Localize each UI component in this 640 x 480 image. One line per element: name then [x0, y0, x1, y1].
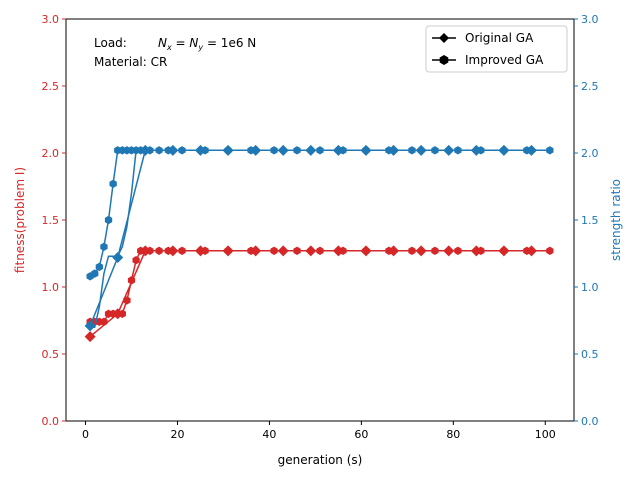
right-y-tick-label: 0.0 — [581, 415, 599, 428]
left-y-tick-label: 1.5 — [42, 214, 60, 227]
right-y-tick-label: 2.5 — [581, 80, 599, 93]
data-point-hexagon — [316, 146, 324, 155]
legend: Original GA Improved GA — [425, 25, 568, 73]
data-point-diamond — [84, 320, 96, 332]
data-point-hexagon — [270, 246, 278, 255]
x-tick-label: 100 — [535, 428, 556, 441]
data-point-hexagon — [127, 276, 136, 285]
data-point-hexagon — [164, 246, 172, 255]
data-point-hexagon — [500, 146, 508, 155]
data-point-hexagon — [339, 246, 347, 255]
data-point-hexagon — [178, 246, 186, 255]
annotation: Load: Nx = Ny = 1e6 N Material: CR — [94, 36, 256, 69]
load-label: Load: — [94, 36, 127, 50]
data-point-hexagon — [500, 246, 508, 255]
left-y-axis-ticks: 0.0 0.5 1.0 1.5 2.0 2.5 3.0 — [42, 13, 66, 428]
plot-frame — [65, 18, 575, 422]
data-point-hexagon — [546, 146, 554, 155]
data-point-hexagon — [408, 146, 416, 155]
data-point-hexagon — [523, 246, 531, 255]
right-y-tick-label: 2.0 — [581, 147, 599, 160]
x-axis-ticks: 0 20 40 60 80 100 — [82, 421, 556, 441]
data-point-diamond — [84, 331, 96, 343]
x-tick-label: 80 — [446, 428, 460, 441]
data-point-hexagon — [431, 146, 439, 155]
left-y-tick-label: 3.0 — [42, 13, 60, 26]
x-axis-label: generation (s) — [278, 453, 363, 467]
legend-label-original: Original GA — [465, 31, 534, 45]
series-layer — [84, 144, 554, 343]
data-point-hexagon — [454, 246, 462, 255]
data-point-hexagon — [247, 246, 255, 255]
data-point-hexagon — [385, 146, 393, 155]
data-point-hexagon — [362, 246, 370, 255]
data-point-hexagon — [123, 296, 131, 305]
right-y-tick-label: 0.5 — [581, 348, 599, 361]
data-point-hexagon — [408, 246, 416, 255]
data-point-hexagon — [477, 146, 485, 155]
legend-hexagon-marker — [439, 55, 449, 65]
data-point-hexagon — [132, 256, 140, 265]
data-point-hexagon — [224, 146, 232, 155]
right-y-tick-label: 1.0 — [581, 281, 599, 294]
data-point-hexagon — [109, 179, 117, 188]
load-formula: Nx = Ny = 1e6 N — [158, 36, 256, 52]
series-line-0 — [89, 250, 532, 338]
series-line-2 — [89, 149, 532, 327]
data-point-hexagon — [146, 246, 154, 255]
left-y-axis-label: fitness(problem I) — [13, 167, 27, 273]
data-point-hexagon — [100, 317, 108, 326]
left-y-tick-label: 2.0 — [42, 147, 60, 160]
left-y-tick-label: 0.0 — [42, 415, 60, 428]
data-point-hexagon — [104, 215, 113, 225]
data-point-diamond — [112, 252, 124, 264]
right-y-axis-ticks: 0.0 0.5 1.0 1.5 2.0 2.5 3.0 — [574, 13, 599, 428]
right-y-axis-label: strength ratio — [609, 179, 623, 261]
data-point-hexagon — [155, 146, 163, 155]
right-y-tick-label: 1.5 — [581, 214, 599, 227]
data-point-hexagon — [362, 146, 370, 155]
data-point-hexagon — [164, 146, 172, 155]
data-point-hexagon — [100, 242, 108, 251]
data-point-hexagon — [247, 146, 255, 155]
data-point-hexagon — [431, 246, 439, 255]
material-label: Material: CR — [94, 55, 167, 69]
data-point-hexagon — [201, 246, 209, 255]
legend-diamond-marker — [439, 33, 449, 43]
data-point-hexagon — [546, 246, 554, 255]
data-point-hexagon — [178, 146, 186, 155]
x-tick-label: 20 — [170, 428, 184, 441]
x-tick-label: 60 — [354, 428, 368, 441]
left-y-tick-label: 0.5 — [42, 348, 60, 361]
x-tick-label: 0 — [82, 428, 89, 441]
data-point-hexagon — [155, 246, 163, 255]
data-point-hexagon — [454, 146, 462, 155]
data-point-hexagon — [201, 146, 209, 155]
left-y-tick-label: 2.5 — [42, 80, 60, 93]
series-line-3 — [89, 149, 550, 277]
x-tick-label: 40 — [262, 428, 276, 441]
right-y-tick-label: 3.0 — [581, 13, 599, 26]
data-point-hexagon — [118, 309, 126, 318]
data-point-hexagon — [339, 146, 347, 155]
data-point-hexagon — [91, 269, 99, 278]
legend-label-improved: Improved GA — [465, 53, 544, 67]
data-point-hexagon — [95, 262, 103, 272]
data-point-hexagon — [385, 246, 393, 255]
data-point-hexagon — [146, 146, 154, 155]
data-point-hexagon — [523, 146, 531, 155]
data-point-hexagon — [293, 146, 301, 155]
legend-box — [425, 25, 568, 73]
data-point-hexagon — [316, 246, 324, 255]
data-point-hexagon — [293, 246, 301, 255]
left-y-tick-label: 1.0 — [42, 281, 60, 294]
data-point-hexagon — [224, 246, 232, 255]
series-line-1 — [90, 250, 550, 323]
data-point-hexagon — [477, 246, 485, 255]
data-point-hexagon — [270, 146, 278, 155]
series-line-4 — [90, 150, 137, 328]
